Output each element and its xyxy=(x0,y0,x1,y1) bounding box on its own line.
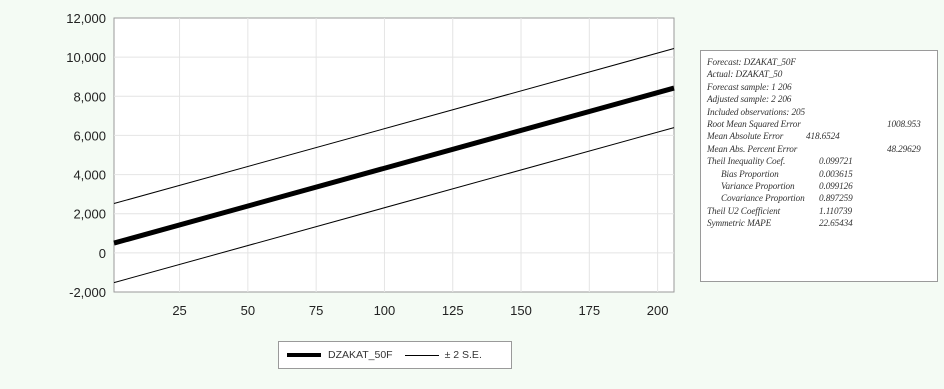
stats-row: Variance Proportion 0.099126 xyxy=(707,180,937,192)
stats-label: Forecast sample: 1 206 xyxy=(707,81,792,92)
stats-row: Adjusted sample: 2 206 xyxy=(707,93,937,105)
x-tick-label: 175 xyxy=(578,303,600,318)
grid-lines xyxy=(114,18,674,292)
stats-value: 22.65434 xyxy=(819,218,853,229)
stats-label: Actual: DZAKAT_50 xyxy=(707,69,783,80)
y-tick-label: 12,000 xyxy=(66,11,106,26)
stats-row: Mean Absolute Error 418.6524 xyxy=(707,130,937,142)
legend: DZAKAT_50F ± 2 S.E. xyxy=(278,341,512,369)
stats-label: Included observations: 205 xyxy=(707,106,805,117)
x-tick-label: 125 xyxy=(442,303,464,318)
stats-value: 48.29629 xyxy=(887,143,921,154)
tick-labels: 25 50 75 100 125 150 175 200 12,000 10,000 8,000 6,… xyxy=(66,11,668,318)
stats-label: Theil Inequality Coef. xyxy=(707,156,786,167)
x-tick-label: 200 xyxy=(647,303,669,318)
stats-label: Root Mean Squared Error xyxy=(707,118,801,129)
stats-value: 0.099126 xyxy=(819,180,853,191)
y-tick-label: 10,000 xyxy=(66,50,106,65)
legend-swatch-forecast xyxy=(287,353,321,357)
x-tick-label: 75 xyxy=(309,303,323,318)
stats-row: Symmetric MAPE 22.65434 xyxy=(707,217,937,229)
stats-row: Actual: DZAKAT_50 xyxy=(707,68,937,80)
x-tick-label: 50 xyxy=(241,303,255,318)
y-tick-label: 8,000 xyxy=(73,89,106,104)
stats-row: Theil U2 Coefficient 1.110739 xyxy=(707,205,937,217)
stats-label: Mean Absolute Error xyxy=(707,131,784,142)
y-tick-label: 0 xyxy=(99,246,106,261)
stats-label: Symmetric MAPE xyxy=(707,218,772,229)
forecast-stats-box: Forecast: DZAKAT_50F Actual: DZAKAT_50 For… xyxy=(700,50,938,282)
y-tick-label: 6,000 xyxy=(73,128,106,143)
stats-label: Mean Abs. Percent Error xyxy=(707,143,798,154)
y-tick-label: 2,000 xyxy=(73,207,106,222)
stats-value: 1.110739 xyxy=(819,205,852,216)
stats-label: Bias Proportion xyxy=(721,168,779,179)
stats-row: Mean Abs. Percent Error 48.29629 xyxy=(707,143,937,155)
series-upper-band xyxy=(113,48,675,205)
stats-row: Forecast sample: 1 206 xyxy=(707,81,937,93)
stats-row: Included observations: 205 xyxy=(707,106,937,118)
legend-label-band: ± 2 S.E. xyxy=(444,349,482,361)
stats-value: 0.099721 xyxy=(819,156,853,167)
legend-label-forecast: DZAKAT_50F xyxy=(328,349,393,361)
stats-row: Forecast: DZAKAT_50F xyxy=(707,56,937,68)
x-tick-label: 150 xyxy=(510,303,532,318)
stats-label: Adjusted sample: 2 206 xyxy=(707,94,792,105)
stats-value: 418.6524 xyxy=(806,131,840,142)
series-forecast-line xyxy=(113,85,675,246)
stats-label: Covariance Proportion xyxy=(721,193,805,204)
y-tick-label: -2,000 xyxy=(69,285,106,300)
series-layer xyxy=(113,48,675,284)
stats-row: Theil Inequality Coef. 0.099721 xyxy=(707,155,937,167)
stats-value: 0.897259 xyxy=(819,193,853,204)
stats-value: 0.003615 xyxy=(819,168,853,179)
stats-value: 1008.953 xyxy=(887,118,921,129)
stats-row: Root Mean Squared Error 1008.953 xyxy=(707,118,937,130)
plot-area xyxy=(113,17,675,293)
stats-label: Variance Proportion xyxy=(721,180,795,191)
stats-row: Covariance Proportion 0.897259 xyxy=(707,192,937,204)
stats-label: Forecast: DZAKAT_50F xyxy=(707,57,796,67)
stats-row: Bias Proportion 0.003615 xyxy=(707,168,937,180)
stats-label: Theil U2 Coefficient xyxy=(707,205,781,216)
x-tick-label: 25 xyxy=(172,303,186,318)
x-tick-label: 100 xyxy=(374,303,396,318)
y-tick-label: 4,000 xyxy=(73,168,106,183)
series-lower-band xyxy=(113,127,675,284)
legend-swatch-band xyxy=(404,354,439,356)
